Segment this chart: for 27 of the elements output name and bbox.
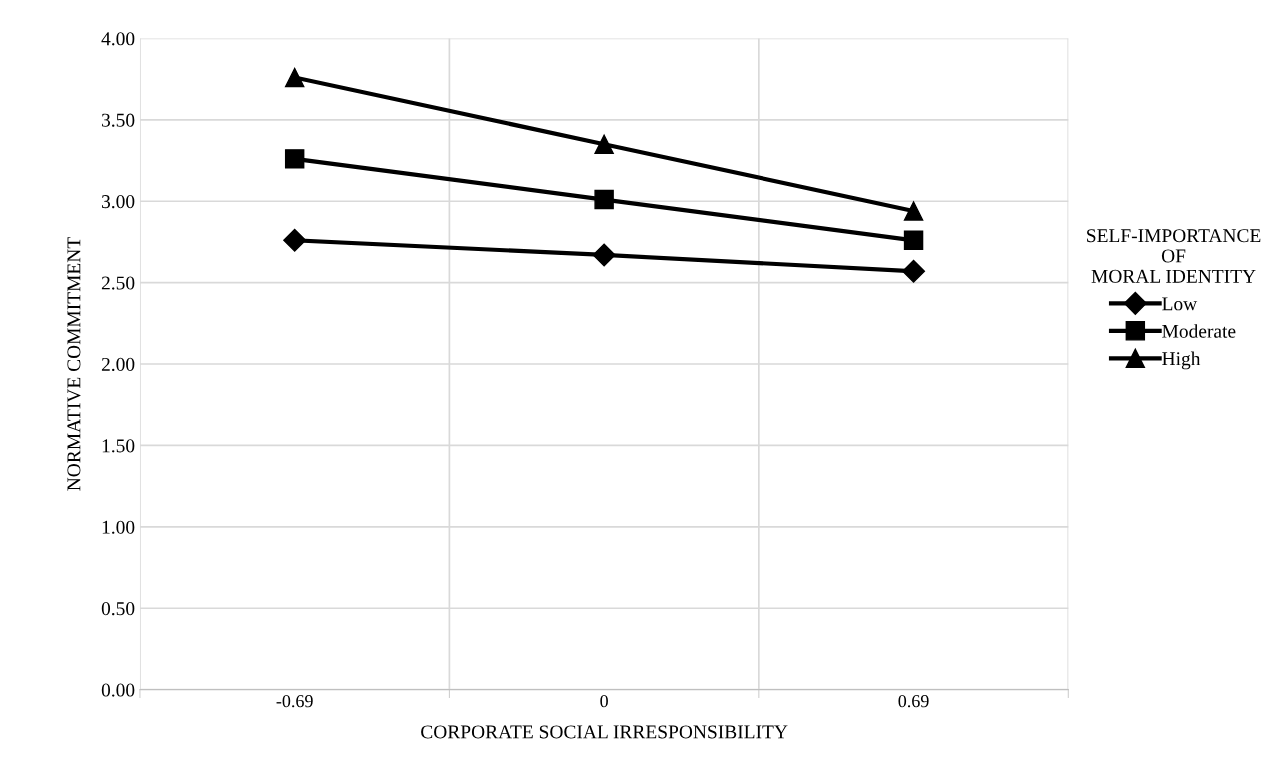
y-tick-label: 4.00 [101, 32, 135, 46]
legend-label: Low [1162, 297, 1198, 311]
legend-label: Moderate [1162, 324, 1236, 338]
point [902, 259, 926, 283]
x-tick-label: -0.69 [276, 695, 313, 708]
y-tick-label: 3.00 [102, 195, 135, 209]
y-tick-label: 2.00 [101, 357, 135, 372]
legend-title: SELF-IMPORTANCE OF MORAL IDENTITY [1087, 229, 1261, 283]
y-tick-label: 1.50 [102, 439, 135, 453]
x-axis-title: CORPORATE SOCIAL IRRESPONSIBILITY [421, 725, 788, 739]
point [594, 189, 614, 210]
point [594, 134, 614, 154]
point [283, 228, 307, 252]
point [903, 230, 924, 251]
legend-label: High [1162, 351, 1201, 370]
y-tick-label: 2.50 [101, 276, 135, 290]
y-tick-label: 3.50 [102, 113, 135, 127]
point [284, 149, 305, 169]
y-tick-label: 0.50 [101, 602, 135, 616]
point [903, 201, 924, 221]
y-axis-title: NORMATIVE COMMITMENT [67, 237, 81, 491]
x-tick-label: 0.69 [898, 695, 929, 708]
point [592, 243, 616, 267]
x-tick-label: 0 [600, 695, 608, 708]
y-tick-label: 0.00 [101, 683, 135, 697]
point [284, 67, 305, 88]
y-tick-label: 1.00 [102, 520, 135, 534]
